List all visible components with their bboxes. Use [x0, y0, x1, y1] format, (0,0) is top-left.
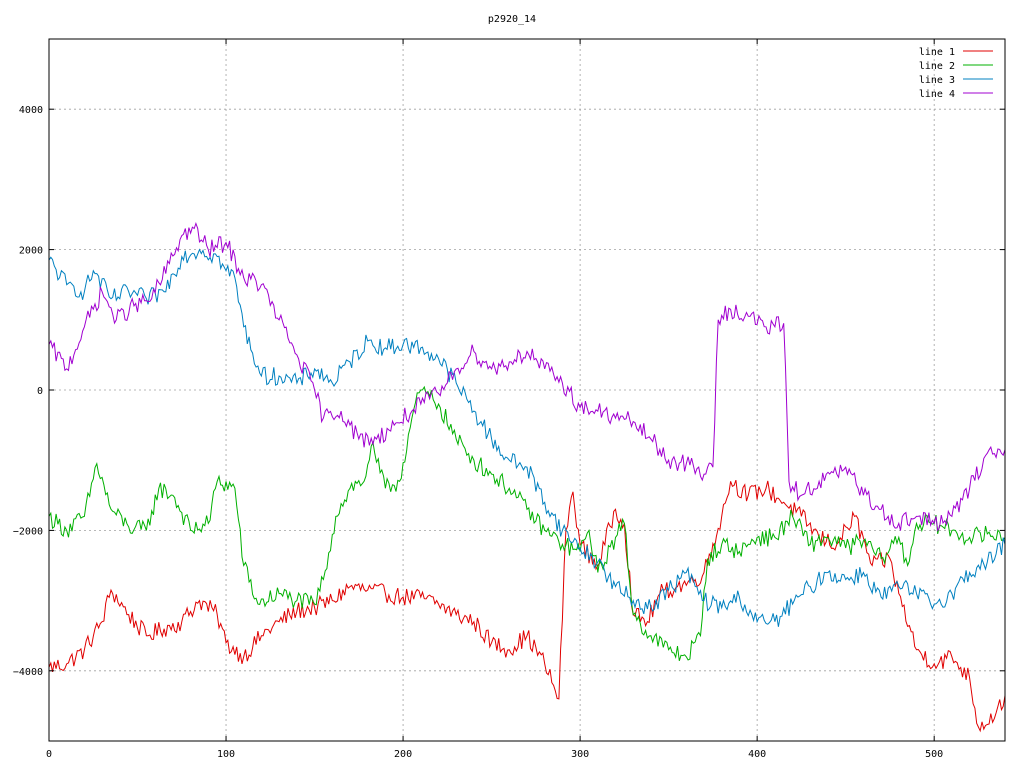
- x-tick-label: 400: [748, 749, 766, 760]
- legend: line 1 line 2 line 3 line 4: [919, 47, 993, 100]
- x-tick-label: 200: [394, 749, 412, 760]
- legend-label: line 4: [919, 89, 955, 100]
- x-tick-label: 100: [217, 749, 235, 760]
- legend-label: line 1: [919, 47, 955, 58]
- tick-layer: 0 100 200 300 400 500 −4000 −2000 0 2000 4000: [13, 39, 1005, 760]
- series-line-3: [48, 248, 1006, 627]
- series-line-4: [48, 222, 1006, 532]
- legend-label: line 2: [919, 61, 955, 72]
- x-tick-label: 300: [571, 749, 589, 760]
- series-layer: [48, 222, 1006, 733]
- series-line-1: [48, 479, 1006, 733]
- grid: [49, 39, 1005, 741]
- x-tick-label: 500: [925, 749, 943, 760]
- y-tick-label: −4000: [13, 667, 43, 678]
- series-line-2: [48, 385, 1006, 661]
- y-tick-label: 4000: [19, 105, 43, 116]
- legend-label: line 3: [919, 75, 955, 86]
- chart-title: p2920_14: [488, 14, 536, 25]
- y-tick-label: 0: [37, 386, 43, 397]
- x-tick-label: 0: [46, 749, 52, 760]
- y-tick-label: 2000: [19, 246, 43, 257]
- y-tick-label: −2000: [13, 526, 43, 537]
